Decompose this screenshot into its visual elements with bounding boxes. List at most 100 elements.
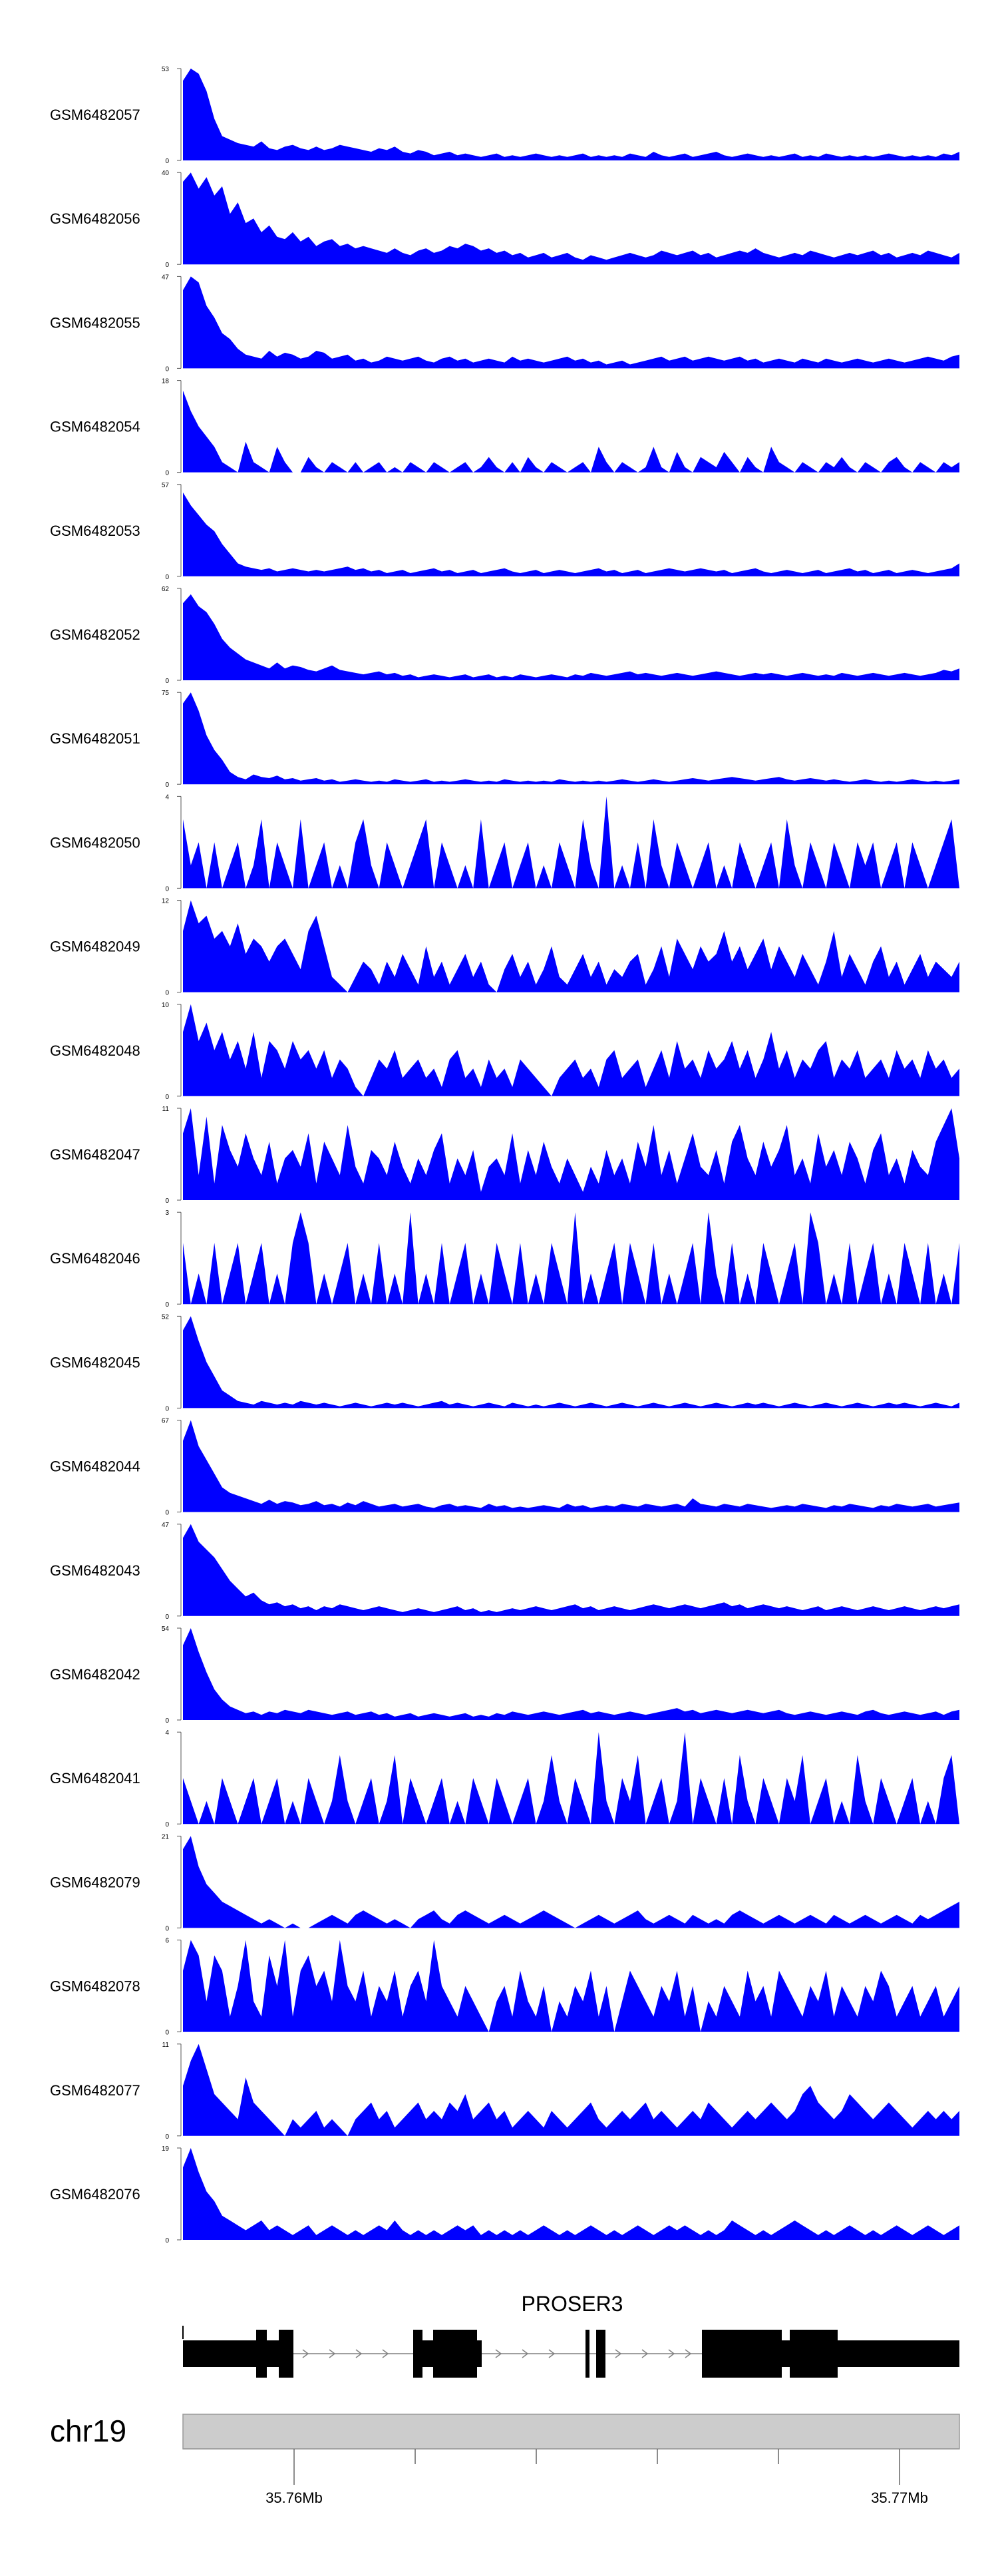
coverage-area	[183, 1212, 959, 1305]
exon-2	[413, 2330, 422, 2378]
strand-arrow	[495, 2349, 502, 2358]
track-label: GSM6482050	[50, 834, 140, 851]
chromosome-axis: chr19 35.76Mb 35.77Mb	[50, 2414, 960, 2506]
coverage-track: GSM6482048 10 0	[50, 1002, 959, 1101]
y-min-label: 0	[165, 1821, 169, 1828]
y-max-label: 11	[162, 1106, 170, 1113]
exon-2-mid	[422, 2340, 433, 2367]
coverage-track: GSM6482057 53 0	[50, 66, 959, 165]
y-max-label: 12	[162, 898, 170, 905]
y-min-label: 0	[165, 781, 169, 789]
track-label: GSM6482044	[50, 1458, 140, 1475]
exon-1	[256, 2330, 267, 2378]
coverage-area	[183, 1420, 959, 1512]
coverage-track: GSM6482076 19 0	[50, 2145, 959, 2245]
coverage-area	[183, 1940, 959, 2032]
y-max-label: 47	[162, 274, 170, 281]
exon-5-utr	[782, 2340, 790, 2367]
y-max-label: 11	[162, 2041, 170, 2049]
y-min-label: 0	[165, 990, 169, 997]
gene-model-track: PROSER3	[182, 2292, 959, 2378]
y-min-label: 0	[165, 574, 169, 581]
track-label: GSM6482079	[50, 1874, 140, 1890]
y-max-label: 21	[162, 1833, 170, 1840]
track-label: GSM6482048	[50, 1042, 140, 1059]
y-max-label: 57	[162, 482, 170, 489]
strand-arrow	[641, 2349, 649, 2358]
y-min-label: 0	[165, 1197, 169, 1205]
track-label: GSM6482055	[50, 314, 140, 331]
y-min-label: 0	[165, 1613, 169, 1621]
coverage-track: GSM6482077 11 0	[50, 2041, 959, 2141]
strand-arrow	[668, 2349, 675, 2358]
coverage-track: GSM6482079 21 0	[50, 1833, 959, 1932]
y-max-label: 18	[162, 378, 170, 385]
track-label: GSM6482053	[50, 523, 140, 539]
y-max-label: 47	[162, 1522, 170, 1529]
track-label: GSM6482051	[50, 730, 140, 747]
track-label: GSM6482078	[50, 1978, 140, 1995]
chromosome-label: chr19	[50, 2414, 126, 2448]
chromosome-band	[182, 2414, 960, 2450]
coverage-track: GSM6482047 11 0	[50, 1106, 959, 1205]
y-min-label: 0	[165, 1510, 169, 1517]
strand-arrow	[302, 2349, 309, 2358]
coverage-area	[183, 2043, 959, 2136]
track-label: GSM6482043	[50, 1562, 140, 1579]
track-label: GSM6482045	[50, 1354, 140, 1371]
coverage-track: GSM6482041 4 0	[50, 1729, 959, 1828]
track-label: GSM6482052	[50, 626, 140, 643]
y-max-label: 6	[165, 1938, 169, 1945]
coverage-area	[183, 2148, 959, 2240]
coverage-track: GSM6482043 47 0	[50, 1522, 959, 1621]
exon-1b	[279, 2330, 293, 2378]
exon-1-utr	[267, 2340, 279, 2367]
y-max-label: 4	[165, 1729, 169, 1737]
exon-5	[702, 2330, 782, 2378]
exon-6	[790, 2330, 838, 2378]
exon-2b	[433, 2330, 477, 2378]
coverage-area	[183, 1732, 959, 1825]
y-max-label: 75	[162, 690, 170, 697]
y-max-label: 53	[162, 66, 170, 73]
y-min-label: 0	[165, 365, 169, 373]
coverage-track: GSM6482045 52 0	[50, 1313, 959, 1412]
y-max-label: 54	[162, 1625, 170, 1633]
strand-arrow	[522, 2349, 529, 2358]
exon-4	[596, 2330, 605, 2378]
coverage-track: GSM6482044 67 0	[50, 1418, 959, 1517]
track-label: GSM6482041	[50, 1770, 140, 1787]
coverage-track: GSM6482046 3 0	[50, 1209, 959, 1309]
coverage-area	[183, 692, 959, 785]
y-min-label: 0	[165, 1094, 169, 1101]
y-min-label: 0	[165, 1925, 169, 1932]
coverage-area	[183, 594, 959, 680]
coverage-area	[183, 492, 959, 576]
y-max-label: 3	[165, 1209, 169, 1217]
coverage-track: GSM6482056 40 0	[50, 170, 959, 269]
y-max-label: 10	[162, 1002, 170, 1009]
y-min-label: 0	[165, 1301, 169, 1309]
y-min-label: 0	[165, 1717, 169, 1725]
y-max-label: 40	[162, 170, 170, 177]
track-label: GSM6482056	[50, 210, 140, 227]
strand-arrow	[355, 2349, 363, 2358]
coverage-track: GSM6482042 54 0	[50, 1625, 959, 1725]
coverage-area	[183, 1316, 959, 1408]
exon-utr-3	[838, 2340, 959, 2367]
track-label: GSM6482046	[50, 1250, 140, 1267]
coverage-tracks: GSM6482057530GSM6482056400GSM6482055470G…	[50, 66, 959, 2245]
strand-arrow	[615, 2349, 622, 2358]
strand-arrow	[329, 2349, 336, 2358]
y-min-label: 0	[165, 1405, 169, 1412]
y-max-label: 67	[162, 1418, 170, 1425]
y-min-label: 0	[165, 158, 169, 165]
coverage-area	[183, 1524, 959, 1616]
coverage-area	[183, 1004, 959, 1096]
track-label: GSM6482057	[50, 107, 140, 123]
coverage-track: GSM6482052 62 0	[50, 586, 959, 685]
coverage-track: GSM6482051 75 0	[50, 690, 959, 789]
coverage-area	[183, 1628, 959, 1720]
coverage-track: GSM6482078 6 0	[50, 1938, 959, 2037]
y-max-label: 19	[162, 2145, 170, 2153]
